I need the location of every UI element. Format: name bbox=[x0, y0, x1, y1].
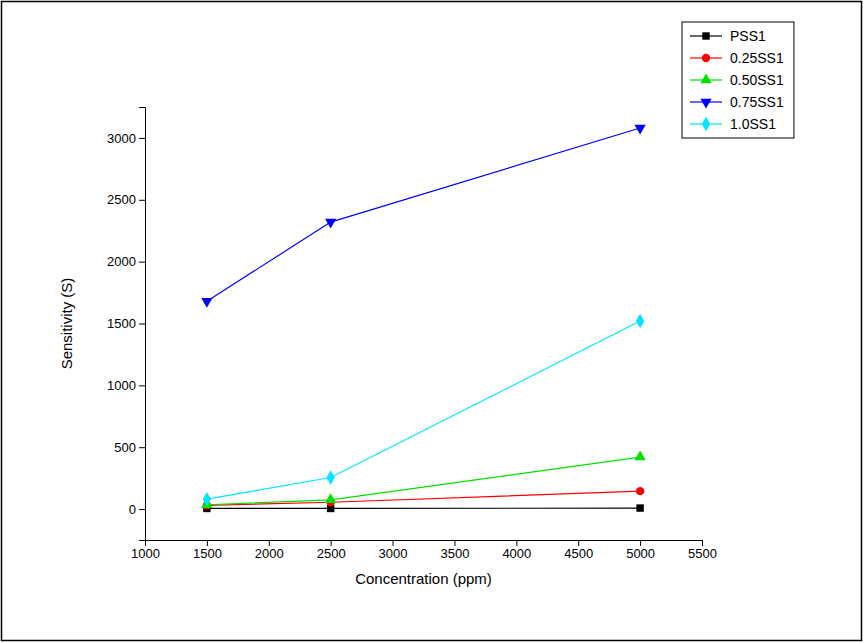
tick-mark bbox=[331, 540, 332, 546]
tick-mark bbox=[139, 385, 145, 386]
tick-mark bbox=[578, 540, 579, 546]
tick: 4500 bbox=[564, 540, 593, 561]
y-axis-title: Sensitivity (S) bbox=[58, 278, 75, 370]
legend-box bbox=[682, 22, 794, 138]
tick-label: 500 bbox=[114, 440, 136, 455]
tick-label: 2000 bbox=[107, 254, 136, 269]
tick: 2500 bbox=[107, 192, 145, 207]
tick-label: 4500 bbox=[564, 546, 593, 561]
tick-mark bbox=[139, 324, 145, 325]
tick-label: 2500 bbox=[317, 546, 346, 561]
tick-label: 1000 bbox=[107, 378, 136, 393]
legend-marker bbox=[702, 32, 709, 39]
data-point bbox=[325, 493, 336, 503]
data-point bbox=[325, 219, 336, 229]
tick: 3000 bbox=[107, 131, 145, 146]
legend-label: 0.50SS1 bbox=[730, 72, 784, 88]
legend-marker bbox=[700, 73, 711, 83]
series-line bbox=[207, 457, 640, 505]
chart: 1000150020002500300035004000450050005500… bbox=[0, 0, 863, 642]
tick: 2500 bbox=[317, 540, 346, 561]
series-line bbox=[207, 507, 640, 509]
legend: PSS1 0.25SS1 0.50SS1 0.75SS1 1.0SS1 bbox=[682, 22, 794, 138]
tick-label: 5500 bbox=[688, 546, 717, 561]
series-line bbox=[207, 491, 640, 505]
tick-mark bbox=[139, 138, 145, 139]
tick-mark bbox=[139, 509, 145, 510]
tick: 1500 bbox=[193, 540, 222, 561]
data-point bbox=[636, 504, 643, 511]
tick-label: 0 bbox=[129, 502, 136, 517]
tick: 5000 bbox=[626, 540, 655, 561]
legend-label: PSS1 bbox=[730, 28, 766, 44]
tick: 2000 bbox=[255, 540, 284, 561]
axis-line bbox=[139, 108, 146, 541]
legend-label: 0.25SS1 bbox=[730, 50, 784, 66]
series-line bbox=[207, 321, 640, 499]
tick-mark bbox=[139, 200, 145, 201]
legend-label: 0.75SS1 bbox=[730, 94, 784, 110]
data-point bbox=[634, 125, 645, 135]
tick: 0 bbox=[129, 502, 145, 517]
tick-mark bbox=[516, 540, 517, 546]
data-point bbox=[201, 298, 212, 308]
tick-mark bbox=[454, 540, 455, 546]
tick: 1000 bbox=[107, 378, 145, 393]
tick-label: 2500 bbox=[107, 192, 136, 207]
axis-line bbox=[146, 541, 703, 547]
tick-label: 1000 bbox=[131, 546, 160, 561]
tick-mark bbox=[393, 540, 394, 546]
data-point bbox=[327, 470, 335, 484]
tick-mark bbox=[139, 447, 145, 448]
x-axis: 1000 1500 2000 2500 3000 3500 4000 4500 5000 5500 bbox=[131, 540, 717, 561]
tick-label: 3000 bbox=[107, 131, 136, 146]
tick-label: 1500 bbox=[107, 316, 136, 331]
tick-label: 2000 bbox=[255, 546, 284, 561]
x-axis-title: Concentration (ppm) bbox=[355, 570, 492, 587]
tick: 1000 bbox=[131, 540, 160, 561]
legend-marker bbox=[702, 117, 710, 131]
tick-label: 3500 bbox=[440, 546, 469, 561]
y-axis: 0 500 1000 1500 2000 2500 3000 bbox=[107, 108, 145, 541]
tick: 3000 bbox=[379, 540, 408, 561]
series-line bbox=[207, 128, 640, 301]
tick-label: 4000 bbox=[502, 546, 531, 561]
tick: 3500 bbox=[440, 540, 469, 561]
data-point bbox=[636, 314, 644, 328]
legend-marker bbox=[700, 99, 711, 109]
tick-label: 3000 bbox=[379, 546, 408, 561]
tick-mark bbox=[640, 540, 641, 546]
tick-mark bbox=[269, 540, 270, 546]
legend-label: 1.0SS1 bbox=[730, 116, 776, 132]
tick-mark bbox=[139, 262, 145, 263]
legend-marker bbox=[702, 54, 710, 62]
plot-area bbox=[201, 125, 645, 512]
tick: 4000 bbox=[502, 540, 531, 561]
frame bbox=[2, 2, 862, 641]
tick: 1500 bbox=[107, 316, 145, 331]
data-point bbox=[634, 451, 645, 461]
data-point bbox=[636, 487, 644, 495]
tick: 5500 bbox=[688, 540, 717, 561]
tick-label: 1500 bbox=[193, 546, 222, 561]
tick: 500 bbox=[114, 440, 145, 455]
tick: 2000 bbox=[107, 254, 145, 269]
data-point bbox=[203, 492, 211, 506]
tick-mark bbox=[207, 540, 208, 546]
tick-label: 5000 bbox=[626, 546, 655, 561]
tick-mark bbox=[702, 540, 703, 546]
